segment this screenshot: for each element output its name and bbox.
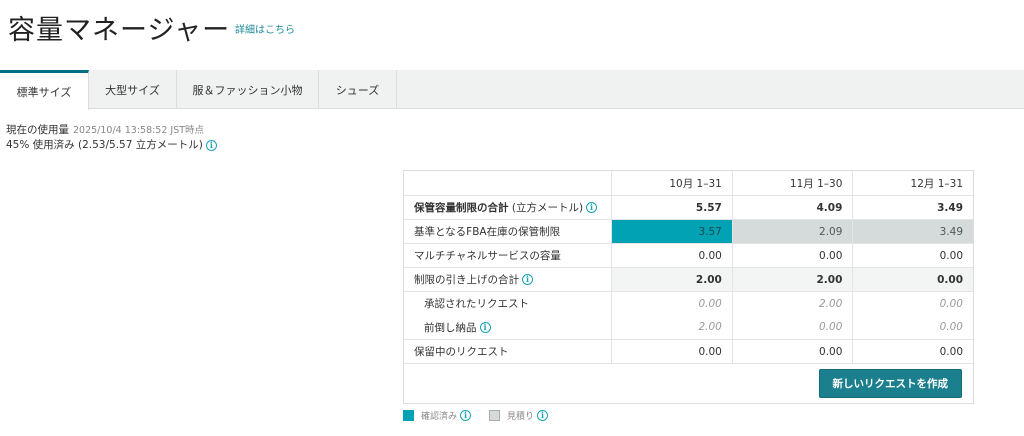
- legend-label: 見積り: [507, 412, 535, 422]
- table-row-increase: 制限の引き上げの合計 i 2.00 2.00 0.00: [404, 267, 974, 291]
- cell-estimated: 3.49: [853, 220, 974, 243]
- legend: 確認済み i 見積り i: [403, 409, 549, 422]
- cell: 0.00: [733, 244, 854, 267]
- cell: 0.00: [733, 340, 854, 363]
- tab-oversize[interactable]: 大型サイズ: [89, 70, 177, 109]
- tab-shoes[interactable]: シューズ: [319, 70, 397, 109]
- column-header: 10月 1–31: [612, 171, 733, 195]
- cell: 0.00: [612, 292, 733, 315]
- info-icon[interactable]: i: [460, 410, 472, 421]
- cell: 0.00: [612, 244, 733, 267]
- table-row-mcf: マルチチャネルサービスの容量 0.00 0.00 0.00: [404, 243, 973, 267]
- cell-confirmed: 3.57: [612, 220, 733, 243]
- table-header: 10月 1–31 11月 1–30 12月 1–31: [404, 171, 973, 195]
- legend-swatch-estimated: [489, 410, 501, 421]
- cell: 2.00: [612, 315, 733, 339]
- table-row-total: 保管容量制限の合計 (立方メートル) i 5.57 4.09 3.49: [404, 195, 973, 219]
- cell: 5.57: [612, 196, 733, 219]
- row-label: 前倒し納品: [424, 321, 477, 334]
- cell: 0.00: [612, 340, 733, 363]
- tab-apparel[interactable]: 服＆ファッション小物: [177, 70, 319, 109]
- cell: 0.00: [939, 345, 964, 358]
- create-request-button[interactable]: 新しいリクエストを作成: [818, 369, 962, 398]
- cell: 0.00: [939, 321, 963, 333]
- cell: 3.49: [937, 201, 964, 214]
- info-icon[interactable]: i: [479, 321, 491, 333]
- capacity-table: 10月 1–31 11月 1–30 12月 1–31 保管容量制限の合計 (立方…: [403, 170, 974, 404]
- info-icon[interactable]: i: [522, 274, 533, 285]
- tab-bar: 標準サイズ 大型サイズ 服＆ファッション小物 シューズ: [0, 70, 1024, 110]
- cell: 0.00: [939, 297, 963, 310]
- row-label: 制限の引き上げの合計: [414, 274, 519, 286]
- cell: 2.00: [733, 292, 854, 315]
- row-label: 承認されたリクエスト: [404, 292, 613, 315]
- row-label: マルチチャネルサービスの容量: [404, 244, 613, 267]
- usage-label: 現在の使用量: [6, 124, 69, 136]
- legend-swatch-confirmed: [403, 410, 414, 421]
- legend-label: 確認済み: [421, 412, 458, 422]
- row-label: 基準となるFBA在庫の保管制限: [404, 220, 613, 243]
- column-header: 11月 1–30: [733, 171, 854, 195]
- cell: 0.00: [733, 315, 854, 339]
- info-icon[interactable]: i: [586, 202, 598, 213]
- page-title: 容量マネージャー: [8, 15, 231, 46]
- usage-text: 45% 使用済み (2.53/5.57 立方メートル): [6, 139, 203, 151]
- table-row-approved: 承認されたリクエスト 0.00 2.00 0.00: [404, 291, 973, 315]
- cell-estimated: 2.09: [732, 220, 854, 243]
- row-label: 保留中のリクエスト: [404, 340, 613, 363]
- usage-timestamp: 2025/10/4 13:58:52 JST時点: [73, 125, 205, 136]
- table-row-pending: 保留中のリクエスト 0.00 0.00 0.00: [404, 339, 973, 363]
- info-icon[interactable]: i: [205, 139, 217, 151]
- unit-label: (立方メートル): [511, 202, 584, 214]
- row-label: 保管容量制限の合計: [414, 202, 509, 214]
- usage-summary: 現在の使用量 2025/10/4 13:58:52 JST時点 45% 使用済み …: [6, 123, 217, 153]
- cell: 2.00: [732, 268, 854, 291]
- tab-standard-size[interactable]: 標準サイズ: [0, 70, 89, 110]
- cell: 2.00: [612, 268, 733, 291]
- table-row-base: 基準となるFBA在庫の保管制限 3.57 2.09 3.49: [404, 219, 974, 243]
- cell: 0.00: [939, 249, 964, 262]
- help-link[interactable]: 詳細はこちら: [235, 25, 295, 36]
- table-row-early: 前倒し納品 i 2.00 0.00 0.00: [404, 315, 973, 339]
- cell: 4.09: [733, 196, 854, 219]
- cell: 0.00: [853, 268, 974, 291]
- info-icon[interactable]: i: [537, 410, 549, 421]
- column-header: 12月 1–31: [910, 177, 964, 190]
